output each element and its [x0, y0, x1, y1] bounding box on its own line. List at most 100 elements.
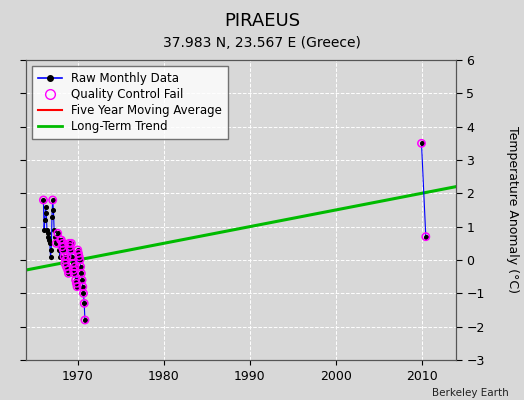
Point — [53, 234, 61, 240]
Point — [62, 264, 71, 270]
Point — [75, 254, 83, 260]
Point — [49, 207, 58, 213]
Point — [79, 290, 88, 296]
Point — [59, 247, 68, 253]
Point — [65, 240, 73, 246]
Point — [56, 254, 64, 260]
Point — [66, 244, 74, 250]
Point — [57, 237, 65, 243]
Point — [59, 240, 67, 246]
Point — [81, 317, 89, 323]
Point — [69, 267, 78, 273]
Point — [60, 254, 68, 260]
Point — [49, 197, 57, 203]
Point — [41, 204, 50, 210]
Point — [67, 247, 75, 253]
Point — [51, 234, 59, 240]
Point — [54, 237, 62, 243]
Point — [67, 240, 75, 246]
Point — [63, 267, 72, 273]
Point — [70, 270, 79, 276]
Point — [55, 247, 63, 253]
Point — [80, 300, 89, 306]
Point — [422, 234, 430, 240]
Point — [80, 300, 89, 306]
Point — [63, 254, 71, 260]
Point — [43, 227, 51, 233]
Point — [61, 260, 69, 266]
Point — [69, 260, 77, 266]
Point — [48, 214, 56, 220]
Point — [64, 270, 73, 276]
Point — [57, 237, 66, 243]
Point — [61, 260, 69, 266]
Point — [61, 257, 70, 263]
Point — [39, 197, 48, 203]
Point — [60, 254, 68, 260]
Point — [75, 254, 83, 260]
Point — [57, 237, 66, 243]
Point — [44, 234, 52, 240]
Point — [45, 237, 53, 243]
Point — [77, 264, 85, 270]
Point — [75, 257, 84, 263]
Point — [77, 264, 85, 270]
Point — [46, 254, 54, 260]
Point — [61, 257, 70, 263]
Point — [71, 277, 80, 283]
Point — [58, 244, 66, 250]
Point — [64, 270, 73, 276]
Point — [79, 290, 88, 296]
Point — [73, 284, 81, 290]
Point — [78, 277, 86, 283]
Point — [41, 217, 49, 223]
Point — [53, 230, 62, 236]
Point — [71, 277, 80, 283]
Point — [77, 270, 85, 276]
Point — [50, 227, 58, 233]
Point — [72, 280, 81, 286]
Point — [417, 140, 425, 146]
Point — [53, 230, 62, 236]
Point — [73, 247, 82, 253]
Point — [65, 240, 73, 246]
Point — [74, 250, 83, 256]
Point — [68, 254, 76, 260]
Y-axis label: Temperature Anomaly (°C): Temperature Anomaly (°C) — [506, 126, 519, 294]
Point — [57, 237, 65, 243]
Point — [42, 210, 50, 216]
Point — [422, 234, 430, 240]
Point — [43, 230, 52, 236]
Point — [69, 260, 77, 266]
Point — [49, 197, 57, 203]
Point — [69, 267, 78, 273]
Point — [68, 254, 76, 260]
Point — [73, 284, 81, 290]
Point — [63, 267, 72, 273]
Point — [39, 197, 48, 203]
Point — [46, 240, 54, 246]
Point — [52, 240, 60, 246]
Point — [77, 270, 85, 276]
Text: PIRAEUS: PIRAEUS — [224, 12, 300, 30]
Point — [74, 250, 83, 256]
Text: Berkeley Earth: Berkeley Earth — [432, 388, 508, 398]
Point — [71, 264, 79, 270]
Text: 37.983 N, 23.567 E (Greece): 37.983 N, 23.567 E (Greece) — [163, 36, 361, 50]
Point — [71, 264, 79, 270]
Point — [62, 264, 71, 270]
Point — [417, 140, 425, 146]
Point — [81, 317, 89, 323]
Point — [70, 270, 79, 276]
Point — [52, 240, 60, 246]
Point — [79, 284, 87, 290]
Legend: Raw Monthly Data, Quality Control Fail, Five Year Moving Average, Long-Term Tren: Raw Monthly Data, Quality Control Fail, … — [32, 66, 228, 138]
Point — [51, 237, 60, 243]
Point — [47, 247, 56, 253]
Point — [79, 284, 87, 290]
Point — [59, 247, 68, 253]
Point — [63, 254, 71, 260]
Point — [58, 244, 66, 250]
Point — [75, 257, 84, 263]
Point — [72, 280, 81, 286]
